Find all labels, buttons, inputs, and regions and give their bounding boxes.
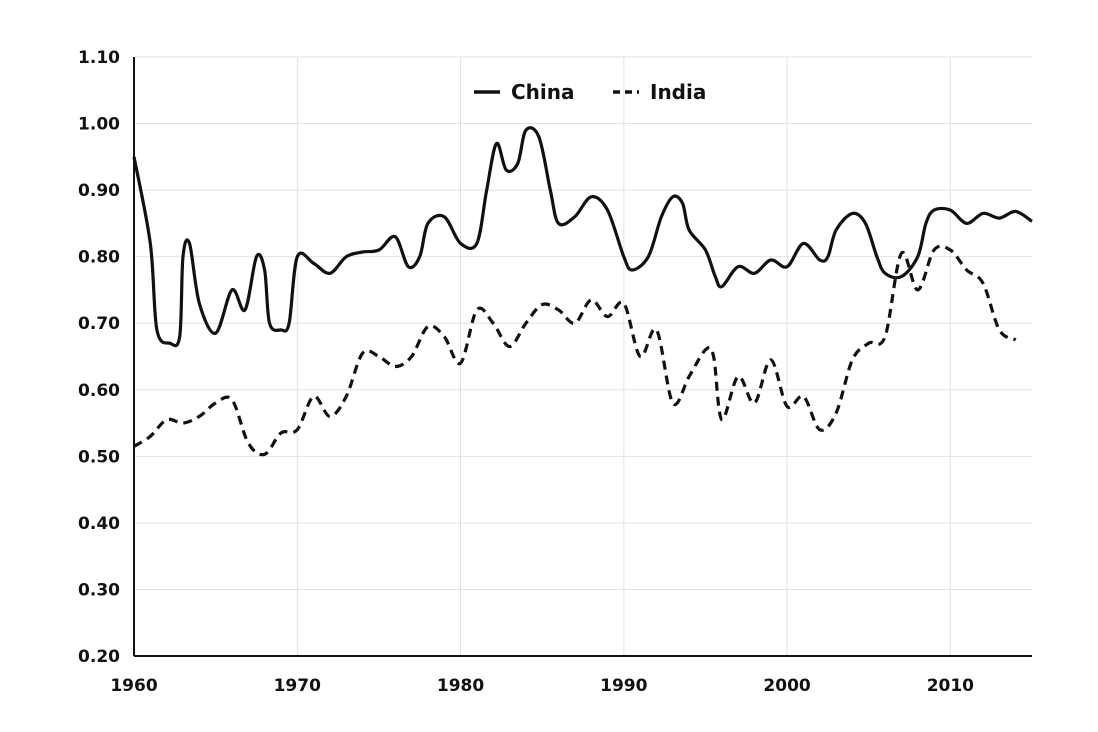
y-tick-label: 0.80 — [78, 248, 120, 268]
y-tick-label: 0.70 — [78, 314, 120, 334]
x-tick-label: 1980 — [437, 676, 484, 696]
x-tick-label: 1990 — [600, 676, 647, 696]
x-tick-labels: 1960 1970 1980 1990 2000 2010 — [110, 676, 974, 696]
series-lines — [132, 126, 1033, 457]
gridlines — [133, 56, 1032, 657]
legend-label-china: China — [511, 80, 575, 104]
series-line-india — [133, 244, 1017, 457]
x-tick-label: 2010 — [927, 676, 974, 696]
x-tick-label: 1970 — [274, 676, 321, 696]
x-tick-label: 1960 — [110, 676, 157, 696]
y-tick-labels: 0.20 0.30 0.40 0.50 0.60 0.70 0.80 0.90 1.00 1.10 — [78, 48, 120, 667]
y-tick-label: 1.10 — [78, 48, 120, 68]
y-tick-label: 0.40 — [78, 514, 120, 534]
series-line-china — [132, 126, 1033, 348]
axes — [133, 57, 1032, 657]
y-tick-label: 1.00 — [78, 115, 120, 135]
y-tick-label: 0.60 — [78, 381, 120, 401]
y-tick-label: 0.20 — [78, 647, 120, 667]
legend-label-india: India — [650, 80, 706, 104]
y-tick-label: 0.50 — [78, 447, 120, 467]
legend: China India — [474, 80, 706, 104]
y-tick-label: 0.30 — [78, 580, 120, 600]
x-tick-label: 2000 — [763, 676, 810, 696]
y-tick-label: 0.90 — [78, 181, 120, 201]
